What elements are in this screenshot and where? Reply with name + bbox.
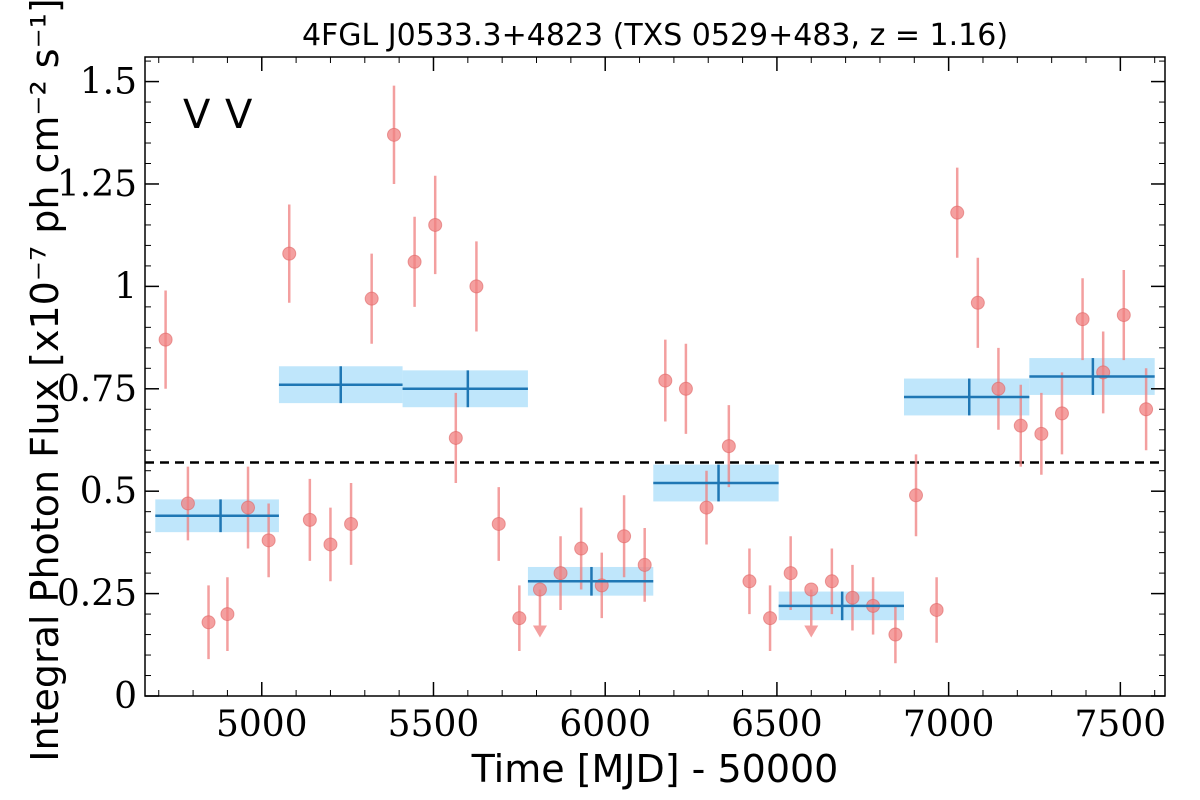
data-point xyxy=(386,127,401,142)
data-point xyxy=(1075,312,1090,327)
data-points xyxy=(158,85,1154,664)
marker-letter-blue: V xyxy=(183,92,211,138)
data-point xyxy=(574,541,589,556)
y-axis-label: Integral Photon Flux [x10⁻⁷ ph cm⁻² s⁻¹] xyxy=(23,0,67,762)
data-point xyxy=(617,529,632,544)
data-point xyxy=(783,566,798,581)
y-tick-label: 1 xyxy=(114,266,137,307)
data-point xyxy=(950,205,965,220)
y-tick-label: 0.5 xyxy=(80,471,137,512)
y-tick-label: 0.25 xyxy=(57,574,137,615)
data-point xyxy=(909,488,924,503)
data-point xyxy=(763,611,778,626)
x-axis: 5000 5500 6000 6500 7000 7500 xyxy=(158,57,1167,745)
data-point xyxy=(637,557,652,572)
data-point xyxy=(180,496,195,511)
x-axis-label: Time [MJD] - 50000 xyxy=(471,747,839,791)
data-point xyxy=(1013,418,1028,433)
data-point xyxy=(553,566,568,581)
y-tick-label: 1.5 xyxy=(80,62,137,103)
plot-frame xyxy=(144,56,1166,697)
data-point xyxy=(929,602,944,617)
data-point xyxy=(804,582,819,597)
x-tick-label: 5500 xyxy=(388,704,480,745)
data-point xyxy=(469,279,484,294)
data-point xyxy=(824,574,839,589)
data-point xyxy=(158,332,173,347)
upper-limit-arrow xyxy=(804,625,819,638)
data-point xyxy=(991,381,1006,396)
y-axis: 0 0.25 0.5 0.75 1 1.25 1.5 xyxy=(57,60,1165,717)
x-tick-label: 5000 xyxy=(216,704,308,745)
data-point xyxy=(742,574,757,589)
y-tick-label: 0 xyxy=(114,676,137,717)
x-tick-label: 7000 xyxy=(903,704,995,745)
data-point xyxy=(845,590,860,605)
marker-letter-red: V xyxy=(225,92,253,138)
data-point xyxy=(491,516,506,531)
y-tick-label: 1.25 xyxy=(57,164,137,205)
data-point xyxy=(532,582,547,597)
x-tick-label: 6000 xyxy=(559,704,651,745)
data-point xyxy=(282,246,297,261)
x-tick-label: 7500 xyxy=(1075,704,1167,745)
data-point xyxy=(1116,308,1131,323)
data-point xyxy=(448,430,463,445)
data-point xyxy=(1034,426,1049,441)
data-point xyxy=(721,439,736,454)
data-point xyxy=(1054,406,1069,421)
data-point xyxy=(888,627,903,642)
data-point xyxy=(241,500,256,515)
y-tick-label: 0.75 xyxy=(57,369,137,410)
bin-lines xyxy=(155,358,1155,621)
data-point xyxy=(1139,402,1154,417)
data-point xyxy=(512,611,527,626)
data-point xyxy=(323,537,338,552)
chart-title: 4FGL J0533.3+4823 (TXS 0529+483, z = 1.1… xyxy=(302,18,1008,53)
data-point xyxy=(220,607,235,622)
data-point xyxy=(261,533,276,548)
data-point xyxy=(678,381,693,396)
data-point xyxy=(344,516,359,531)
data-point xyxy=(699,500,714,515)
data-point xyxy=(407,254,422,269)
data-point xyxy=(364,291,379,306)
x-tick-label: 6500 xyxy=(731,704,823,745)
data-point xyxy=(201,615,216,630)
data-point xyxy=(428,217,443,232)
upper-limit-arrow xyxy=(532,625,547,638)
data-point xyxy=(302,512,317,527)
data-point xyxy=(970,295,985,310)
data-point xyxy=(658,373,673,388)
